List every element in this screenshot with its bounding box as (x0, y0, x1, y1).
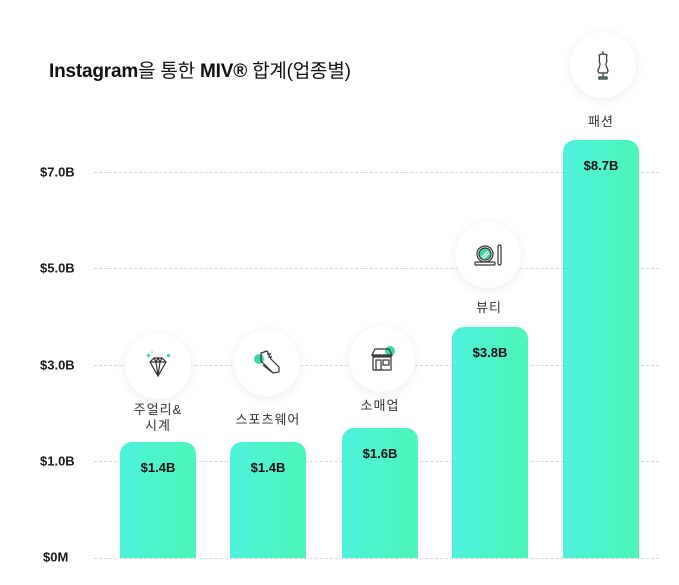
y-tick-label: $0M (43, 549, 69, 565)
bar-value-label: $1.4B (140, 460, 176, 475)
chart-title: Instagram을 통한 MIV® 합계(업종별) (49, 56, 351, 83)
category-label: 패션 (588, 114, 614, 129)
bar-value-label: $1.6B (362, 446, 398, 461)
title-suffix: 합계(업종별) (247, 61, 351, 82)
y-tick-label: $1.0B (40, 453, 75, 469)
mannequin-icon (570, 32, 636, 98)
bar-jewelry-watches: $1.4B (120, 442, 196, 558)
bar-value-label: $8.7B (583, 158, 619, 173)
y-tick-label: $7.0B (40, 164, 75, 180)
bar-fashion: $8.7B (563, 140, 639, 558)
bar-sportswear: $1.4B (230, 442, 306, 558)
category-label: 주얼리& 시계 (133, 402, 183, 433)
gridline-5b (94, 268, 659, 269)
y-tick-label: $3.0B (40, 357, 75, 373)
bar-beauty: $3.8B (452, 327, 528, 558)
storefront-icon (349, 326, 415, 392)
diamond-icon (125, 333, 191, 399)
category-label: 뷰티 (476, 300, 502, 315)
title-prefix: Instagram (49, 61, 139, 82)
bar-value-label: $1.4B (250, 460, 286, 475)
title-mid: 을 통한 (138, 61, 201, 82)
sneaker-icon (234, 330, 300, 396)
bar-retail: $1.6B (342, 428, 418, 558)
y-tick-label: $5.0B (40, 260, 75, 276)
title-brand: MIV® (200, 61, 247, 82)
category-label: 스포츠웨어 (235, 412, 301, 427)
compact-mirror-icon (455, 222, 521, 288)
bar-value-label: $3.8B (472, 345, 508, 360)
gridline-0 (94, 558, 659, 559)
category-label: 소매업 (360, 398, 400, 413)
gridline-7b (94, 172, 659, 173)
